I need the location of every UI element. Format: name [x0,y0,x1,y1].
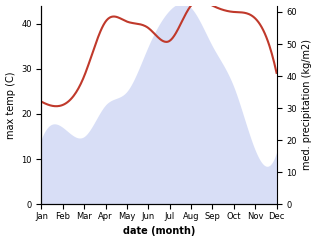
X-axis label: date (month): date (month) [123,227,195,236]
Y-axis label: med. precipitation (kg/m2): med. precipitation (kg/m2) [302,39,313,170]
Y-axis label: max temp (C): max temp (C) [5,71,16,139]
